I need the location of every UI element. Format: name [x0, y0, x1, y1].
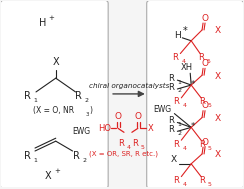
Text: (X = OR, SR, R etc.): (X = OR, SR, R etc.)	[90, 151, 158, 157]
Text: R: R	[198, 53, 204, 62]
Text: O: O	[202, 14, 209, 23]
Text: chiral organocatalysts: chiral organocatalysts	[89, 83, 169, 89]
Text: R: R	[169, 116, 174, 125]
Text: 1: 1	[177, 122, 181, 127]
Text: 2: 2	[84, 98, 88, 103]
Text: 2: 2	[177, 88, 181, 93]
Text: *: *	[183, 26, 188, 36]
Text: R: R	[199, 140, 205, 149]
Text: 5: 5	[207, 59, 211, 64]
Text: *: *	[191, 122, 195, 131]
Text: H: H	[39, 18, 47, 28]
Text: 5: 5	[208, 182, 212, 187]
Text: R: R	[173, 97, 179, 106]
Text: R: R	[169, 125, 174, 134]
Text: 5: 5	[208, 103, 212, 108]
Text: 4: 4	[182, 146, 186, 151]
Text: HO: HO	[98, 124, 111, 133]
Text: 4: 4	[127, 145, 131, 149]
Text: X: X	[148, 124, 153, 133]
Text: X: X	[215, 72, 221, 81]
Text: X: X	[52, 57, 59, 67]
Text: H: H	[174, 31, 181, 40]
Text: X: X	[45, 171, 51, 181]
Text: XH: XH	[181, 63, 193, 72]
FancyBboxPatch shape	[147, 0, 244, 188]
Text: (X = O, NR: (X = O, NR	[33, 106, 74, 115]
Text: X: X	[215, 26, 221, 35]
Text: 2: 2	[82, 158, 86, 163]
Text: X: X	[170, 155, 176, 164]
Text: O: O	[114, 112, 122, 121]
Text: ): )	[90, 106, 93, 115]
Text: 5: 5	[208, 146, 212, 151]
Text: EWG: EWG	[154, 105, 172, 114]
FancyBboxPatch shape	[0, 0, 108, 188]
Text: *: *	[191, 80, 195, 89]
Text: R: R	[169, 83, 174, 91]
Text: 1: 1	[33, 98, 37, 103]
Text: X: X	[215, 114, 221, 123]
Text: O: O	[134, 112, 141, 121]
Text: R: R	[199, 176, 205, 185]
Text: +: +	[48, 15, 54, 21]
Text: 1: 1	[33, 158, 37, 163]
Text: 1: 1	[177, 80, 181, 85]
Text: R: R	[169, 74, 174, 83]
Text: R: R	[24, 91, 30, 101]
Text: 3: 3	[86, 112, 89, 117]
Text: 4: 4	[182, 103, 186, 108]
Text: 4: 4	[181, 59, 185, 64]
Text: X: X	[215, 150, 221, 160]
Text: R: R	[132, 139, 138, 148]
Text: 2: 2	[177, 131, 181, 136]
Text: R: R	[75, 91, 82, 101]
Text: 5: 5	[141, 145, 145, 149]
Text: O: O	[202, 138, 209, 147]
Text: R: R	[118, 139, 124, 148]
Text: O: O	[202, 101, 209, 110]
Text: R: R	[173, 53, 178, 62]
Text: EWG: EWG	[72, 127, 91, 136]
Text: R: R	[24, 151, 30, 161]
Text: R: R	[73, 151, 80, 161]
Text: R: R	[199, 97, 205, 106]
Text: R: R	[173, 140, 179, 149]
Text: O: O	[202, 59, 209, 68]
Text: +: +	[54, 168, 60, 174]
Text: R: R	[173, 176, 179, 185]
Text: 4: 4	[182, 182, 186, 187]
